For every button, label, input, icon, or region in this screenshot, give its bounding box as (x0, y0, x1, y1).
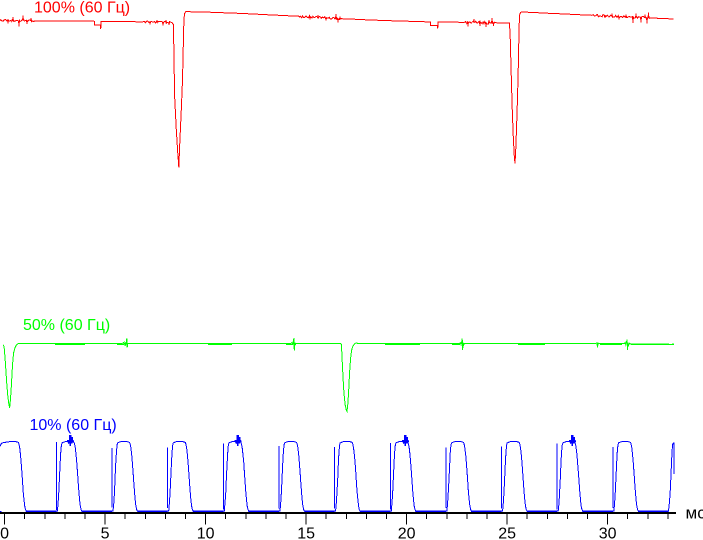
svg-text:10% (60 Гц): 10% (60 Гц) (30, 417, 117, 434)
svg-text:50% (60 Гц): 50% (60 Гц) (23, 317, 110, 334)
svg-text:100% (60 Гц): 100% (60 Гц) (34, 0, 130, 17)
svg-text:25: 25 (498, 526, 516, 540)
svg-text:мс: мс (686, 503, 703, 522)
svg-text:20: 20 (398, 526, 416, 540)
svg-text:30: 30 (599, 526, 617, 540)
svg-text:0: 0 (0, 526, 9, 540)
svg-text:15: 15 (297, 526, 315, 540)
svg-text:5: 5 (101, 526, 110, 540)
svg-text:10: 10 (197, 526, 215, 540)
